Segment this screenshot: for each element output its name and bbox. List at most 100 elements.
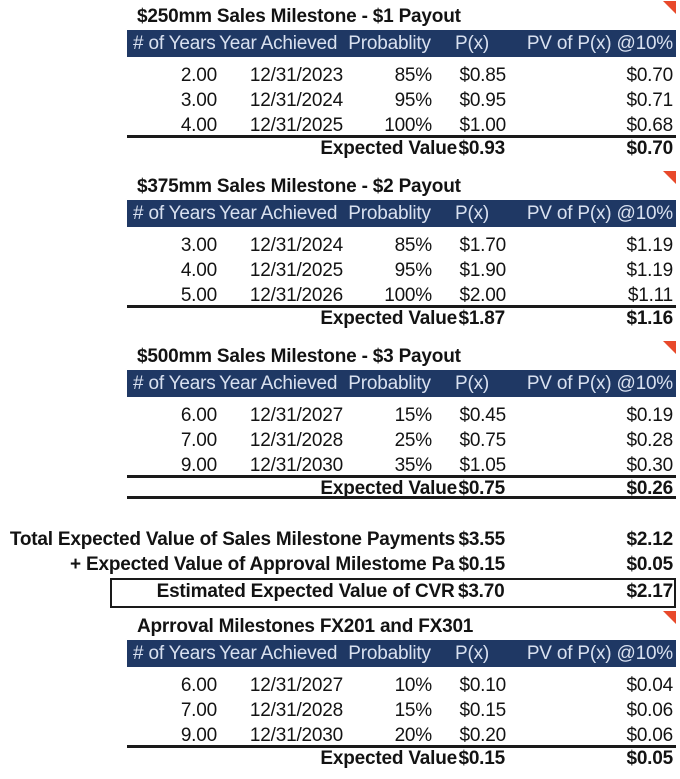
summary-total-pv[interactable]: $2.12 [626,529,673,550]
header-cell-probability[interactable]: Probablity [348,643,431,664]
comment-flag-icon[interactable] [663,611,676,624]
header-cell-px[interactable]: P(x) [454,33,490,54]
cell-probability[interactable]: 100% [384,285,432,306]
cell-years[interactable]: 4.00 [180,115,217,136]
expected-value-px[interactable]: $0.93 [458,138,505,159]
cell-years[interactable]: 3.00 [180,235,217,256]
cell-px[interactable]: $1.90 [459,260,506,281]
cell-years[interactable]: 3.00 [180,90,217,111]
cell-pv[interactable]: $0.68 [626,115,673,136]
cell-year-achieved[interactable]: 12/31/2023 [249,65,343,86]
expected-value-label[interactable]: Expected Value [320,308,457,329]
header-cell-pv[interactable]: PV of P(x) @10% [526,373,673,394]
cell-year-achieved[interactable]: 12/31/2030 [249,455,343,476]
table-title[interactable]: $375mm Sales Milestone - $2 Payout [137,176,461,197]
summary-estimate-label[interactable]: Estimated Expected Value of CVR [156,581,455,602]
header-cell-years[interactable]: # of Years [133,203,216,224]
cell-probability[interactable]: 10% [394,675,433,696]
cell-px[interactable]: $0.95 [459,90,506,111]
cell-years[interactable]: 5.00 [180,285,217,306]
cell-year-achieved[interactable]: 12/31/2027 [249,405,343,426]
cell-year-achieved[interactable]: 12/31/2024 [249,235,343,256]
header-cell-probability[interactable]: Probablity [348,373,431,394]
expected-value-pv[interactable]: $1.16 [626,308,673,329]
table-title[interactable]: $250mm Sales Milestone - $1 Payout [137,6,461,27]
summary-total-px[interactable]: $3.55 [458,529,505,550]
cell-year-achieved[interactable]: 12/31/2024 [249,90,343,111]
cell-years[interactable]: 9.00 [180,455,217,476]
cell-year-achieved[interactable]: 12/31/2026 [249,285,343,306]
summary-approval-px[interactable]: $0.15 [458,554,505,575]
cell-probability[interactable]: 95% [394,90,433,111]
summary-total-label[interactable]: Total Expected Value of Sales Milestone … [9,529,455,550]
header-cell-years[interactable]: # of Years [133,373,216,394]
cell-probability[interactable]: 20% [394,725,433,746]
cell-px[interactable]: $0.85 [459,65,506,86]
cell-pv[interactable]: $0.04 [626,675,673,696]
cell-probability[interactable]: 95% [394,260,433,281]
cell-years[interactable]: 2.00 [180,65,217,86]
cell-px[interactable]: $0.75 [459,430,506,451]
header-cell-pv[interactable]: PV of P(x) @10% [526,203,673,224]
expected-value-px[interactable]: $0.75 [458,478,505,499]
header-cell-px[interactable]: P(x) [454,643,490,664]
header-cell-years[interactable]: # of Years [133,33,216,54]
cell-pv[interactable]: $0.71 [626,90,673,111]
header-cell-px[interactable]: P(x) [454,373,490,394]
cell-px[interactable]: $0.45 [459,405,506,426]
header-cell-pv[interactable]: PV of P(x) @10% [526,33,673,54]
header-cell-probability[interactable]: Probablity [348,203,431,224]
header-cell-probability[interactable]: Probablity [348,33,431,54]
header-cell-year-achieved[interactable]: Year Achieved [219,33,338,54]
cell-years[interactable]: 7.00 [180,700,217,721]
summary-approval-pv[interactable]: $0.05 [626,554,673,575]
table-title[interactable]: $500mm Sales Milestone - $3 Payout [137,346,461,367]
expected-value-pv[interactable]: $0.70 [626,138,673,159]
cell-year-achieved[interactable]: 12/31/2028 [249,430,343,451]
cell-pv[interactable]: $1.19 [626,260,673,281]
expected-value-px[interactable]: $1.87 [458,308,505,329]
cell-px[interactable]: $0.20 [459,725,506,746]
table-title[interactable]: Aprroval Milestones FX201 and FX301 [137,616,474,637]
cell-years[interactable]: 6.00 [180,675,217,696]
cell-probability[interactable]: 15% [394,405,433,426]
header-cell-px[interactable]: P(x) [454,203,490,224]
summary-estimate-px[interactable]: $3.70 [457,581,505,602]
cell-probability[interactable]: 85% [394,235,433,256]
cell-probability[interactable]: 35% [394,455,433,476]
summary-approval-label[interactable]: + Expected Value of Approval Milestome P… [70,554,455,575]
expected-value-label[interactable]: Expected Value [320,478,457,499]
expected-value-label[interactable]: Expected Value [320,748,457,769]
expected-value-pv[interactable]: $0.05 [626,748,673,769]
cell-px[interactable]: $0.15 [459,700,506,721]
cell-pv[interactable]: $0.28 [626,430,673,451]
cell-year-achieved[interactable]: 12/31/2025 [249,260,343,281]
cell-px[interactable]: $1.00 [459,115,506,136]
header-cell-pv[interactable]: PV of P(x) @10% [526,643,673,664]
cell-pv[interactable]: $0.06 [626,700,673,721]
cell-years[interactable]: 6.00 [180,405,217,426]
header-cell-year-achieved[interactable]: Year Achieved [219,373,338,394]
cell-px[interactable]: $1.70 [459,235,506,256]
cell-year-achieved[interactable]: 12/31/2025 [249,115,343,136]
cell-years[interactable]: 4.00 [180,260,217,281]
cell-px[interactable]: $1.05 [459,455,506,476]
cell-pv[interactable]: $0.19 [626,405,673,426]
expected-value-label[interactable]: Expected Value [320,138,457,159]
cell-pv[interactable]: $0.70 [626,65,673,86]
comment-flag-icon[interactable] [663,341,676,354]
comment-flag-icon[interactable] [663,171,676,184]
cell-pv[interactable]: $1.11 [627,285,673,306]
cell-years[interactable]: 9.00 [180,725,217,746]
cell-probability[interactable]: 25% [394,430,433,451]
expected-value-pv[interactable]: $0.26 [626,478,673,499]
cell-year-achieved[interactable]: 12/31/2030 [249,725,343,746]
cell-px[interactable]: $0.10 [459,675,506,696]
cell-pv[interactable]: $0.30 [626,455,673,476]
header-cell-year-achieved[interactable]: Year Achieved [219,203,338,224]
cell-probability[interactable]: 15% [394,700,433,721]
cell-pv[interactable]: $1.19 [626,235,673,256]
header-cell-years[interactable]: # of Years [133,643,216,664]
expected-value-px[interactable]: $0.15 [458,748,505,769]
cell-pv[interactable]: $0.06 [626,725,673,746]
